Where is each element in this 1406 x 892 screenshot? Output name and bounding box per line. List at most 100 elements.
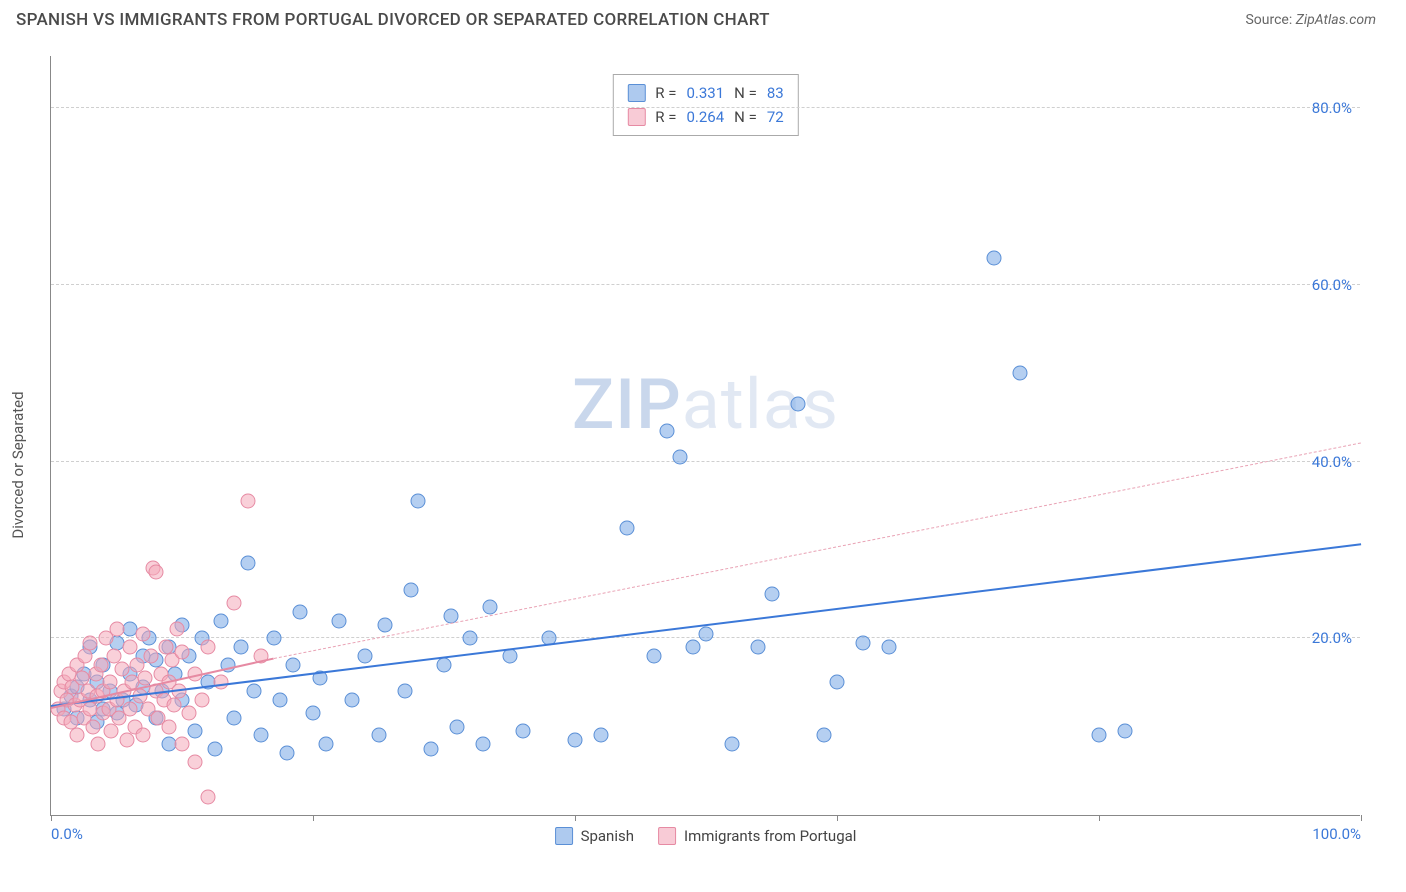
scatter-point <box>1118 724 1133 739</box>
scatter-point <box>109 622 124 637</box>
scatter-point <box>856 635 871 650</box>
stats-r-label: R = <box>655 105 676 129</box>
y-tick-label: 60.0% <box>1312 276 1352 294</box>
scatter-point <box>253 728 268 743</box>
scatter-point <box>882 640 897 655</box>
scatter-point <box>319 737 334 752</box>
scatter-point <box>167 697 182 712</box>
swatch-blue-icon <box>555 827 573 845</box>
scatter-point <box>476 737 491 752</box>
scatter-point <box>273 693 288 708</box>
scatter-point <box>345 693 360 708</box>
y-tick-label: 40.0% <box>1312 453 1352 471</box>
chart-source: Source: ZipAtlas.com <box>1245 12 1376 28</box>
stats-n-label: N = <box>734 81 757 105</box>
scatter-point <box>332 613 347 628</box>
scatter-point <box>594 728 609 743</box>
scatter-point <box>437 657 452 672</box>
scatter-point <box>83 635 98 650</box>
scatter-point <box>463 631 478 646</box>
scatter-point <box>104 724 119 739</box>
stats-r-label: R = <box>655 81 676 105</box>
scatter-point <box>292 604 307 619</box>
scatter-point <box>227 595 242 610</box>
scatter-point <box>672 450 687 465</box>
scatter-point <box>135 626 150 641</box>
scatter-point <box>266 631 281 646</box>
scatter-point <box>286 657 301 672</box>
scatter-point <box>568 732 583 747</box>
scatter-point <box>181 706 196 721</box>
scatter-point <box>620 520 635 535</box>
scatter-point <box>175 737 190 752</box>
scatter-point <box>371 728 386 743</box>
gridline <box>51 107 1360 108</box>
scatter-point <box>85 719 100 734</box>
scatter-point <box>214 613 229 628</box>
scatter-point <box>233 640 248 655</box>
x-tick <box>1361 815 1362 821</box>
scatter-point <box>699 626 714 641</box>
scatter-point <box>306 706 321 721</box>
scatter-point <box>404 582 419 597</box>
swatch-pink-icon <box>658 827 676 845</box>
stats-n-value-portugal: 72 <box>767 105 784 129</box>
scatter-point <box>148 564 163 579</box>
chart-title: SPANISH VS IMMIGRANTS FROM PORTUGAL DIVO… <box>16 10 770 30</box>
scatter-point <box>1013 366 1028 381</box>
scatter-point <box>91 737 106 752</box>
y-tick-label: 20.0% <box>1312 629 1352 647</box>
x-tick <box>51 815 52 821</box>
scatter-point <box>247 684 262 699</box>
gridline <box>51 284 1360 285</box>
source-value: ZipAtlas.com <box>1296 12 1376 28</box>
scatter-point <box>70 728 85 743</box>
scatter-point <box>119 732 134 747</box>
scatter-point <box>93 657 108 672</box>
scatter-point <box>114 662 129 677</box>
scatter-point <box>161 719 176 734</box>
stats-n-value-spanish: 83 <box>767 81 784 105</box>
scatter-point <box>423 741 438 756</box>
scatter-point <box>725 737 740 752</box>
stats-row-portugal: R = 0.264 N = 72 <box>627 105 783 129</box>
scatter-point <box>194 693 209 708</box>
scatter-point <box>764 587 779 602</box>
scatter-point <box>102 675 117 690</box>
scatter-point <box>397 684 412 699</box>
scatter-point <box>751 640 766 655</box>
scatter-point <box>1092 728 1107 743</box>
scatter-point <box>515 724 530 739</box>
scatter-point <box>450 719 465 734</box>
swatch-blue-icon <box>627 84 645 102</box>
scatter-point <box>138 671 153 686</box>
x-tick <box>837 815 838 821</box>
scatter-point <box>201 640 216 655</box>
legend-item-spanish: Spanish <box>555 827 634 845</box>
scatter-point <box>659 423 674 438</box>
scatter-point <box>790 397 805 412</box>
scatter-point <box>816 728 831 743</box>
scatter-point <box>143 648 158 663</box>
legend-item-portugal: Immigrants from Portugal <box>658 827 856 845</box>
scatter-point <box>987 251 1002 266</box>
scatter-point <box>240 494 255 509</box>
chart-container: Divorced or Separated ZIPatlas R = 0.331… <box>0 38 1406 892</box>
source-label: Source: <box>1245 12 1292 28</box>
stats-row-spanish: R = 0.331 N = 83 <box>627 81 783 105</box>
gridline <box>51 461 1360 462</box>
scatter-point <box>830 675 845 690</box>
x-tick <box>1099 815 1100 821</box>
scatter-point <box>175 644 190 659</box>
legend-label-spanish: Spanish <box>581 827 634 845</box>
scatter-point <box>410 494 425 509</box>
scatter-point <box>279 746 294 761</box>
watermark-atlas: atlas <box>682 364 839 446</box>
scatter-point <box>188 754 203 769</box>
scatter-point <box>122 640 137 655</box>
scatter-point <box>378 618 393 633</box>
scatter-point <box>482 600 497 615</box>
scatter-point <box>188 724 203 739</box>
stats-n-label: N = <box>734 105 757 129</box>
scatter-point <box>169 622 184 637</box>
